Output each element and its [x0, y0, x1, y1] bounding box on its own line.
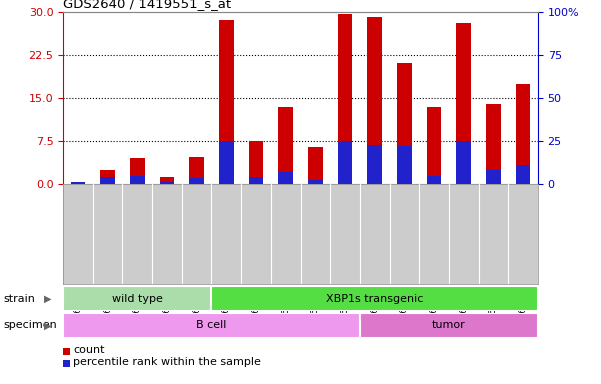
Bar — [338, 141, 352, 184]
Bar — [456, 23, 471, 184]
Bar — [189, 178, 204, 184]
Text: ▶: ▶ — [44, 293, 51, 304]
Bar — [338, 14, 352, 184]
Text: strain: strain — [3, 293, 35, 304]
Bar — [189, 157, 204, 184]
Bar — [219, 20, 234, 184]
Bar — [367, 17, 382, 184]
Text: wild type: wild type — [112, 293, 163, 304]
Bar — [130, 176, 145, 184]
Bar — [516, 84, 531, 184]
Bar — [427, 107, 442, 184]
Text: specimen: specimen — [3, 320, 56, 331]
Bar — [100, 177, 115, 184]
Text: GDS2640 / 1419551_s_at: GDS2640 / 1419551_s_at — [63, 0, 231, 10]
Bar — [360, 313, 538, 338]
Text: percentile rank within the sample: percentile rank within the sample — [73, 357, 261, 367]
Bar — [367, 146, 382, 184]
Bar — [159, 177, 174, 184]
Text: count: count — [73, 345, 105, 355]
Bar — [70, 182, 85, 184]
Bar — [100, 170, 115, 184]
Bar — [70, 182, 85, 184]
Bar — [212, 286, 538, 311]
Text: XBP1s transgenic: XBP1s transgenic — [326, 293, 423, 304]
Text: B cell: B cell — [197, 320, 227, 331]
Text: ▶: ▶ — [44, 320, 51, 331]
Bar — [516, 165, 531, 184]
Bar — [486, 170, 501, 184]
Text: tumor: tumor — [432, 320, 466, 331]
Bar — [308, 180, 323, 184]
Bar — [278, 107, 293, 184]
Bar — [278, 172, 293, 184]
Bar — [427, 176, 442, 184]
Bar — [63, 313, 360, 338]
Bar — [219, 141, 234, 184]
Bar — [159, 182, 174, 184]
Bar — [63, 286, 212, 311]
Bar — [249, 177, 263, 184]
Bar — [249, 141, 263, 184]
Bar — [397, 146, 412, 184]
Bar — [456, 141, 471, 184]
Bar — [397, 63, 412, 184]
Bar — [130, 158, 145, 184]
Bar — [486, 104, 501, 184]
Bar — [308, 147, 323, 184]
